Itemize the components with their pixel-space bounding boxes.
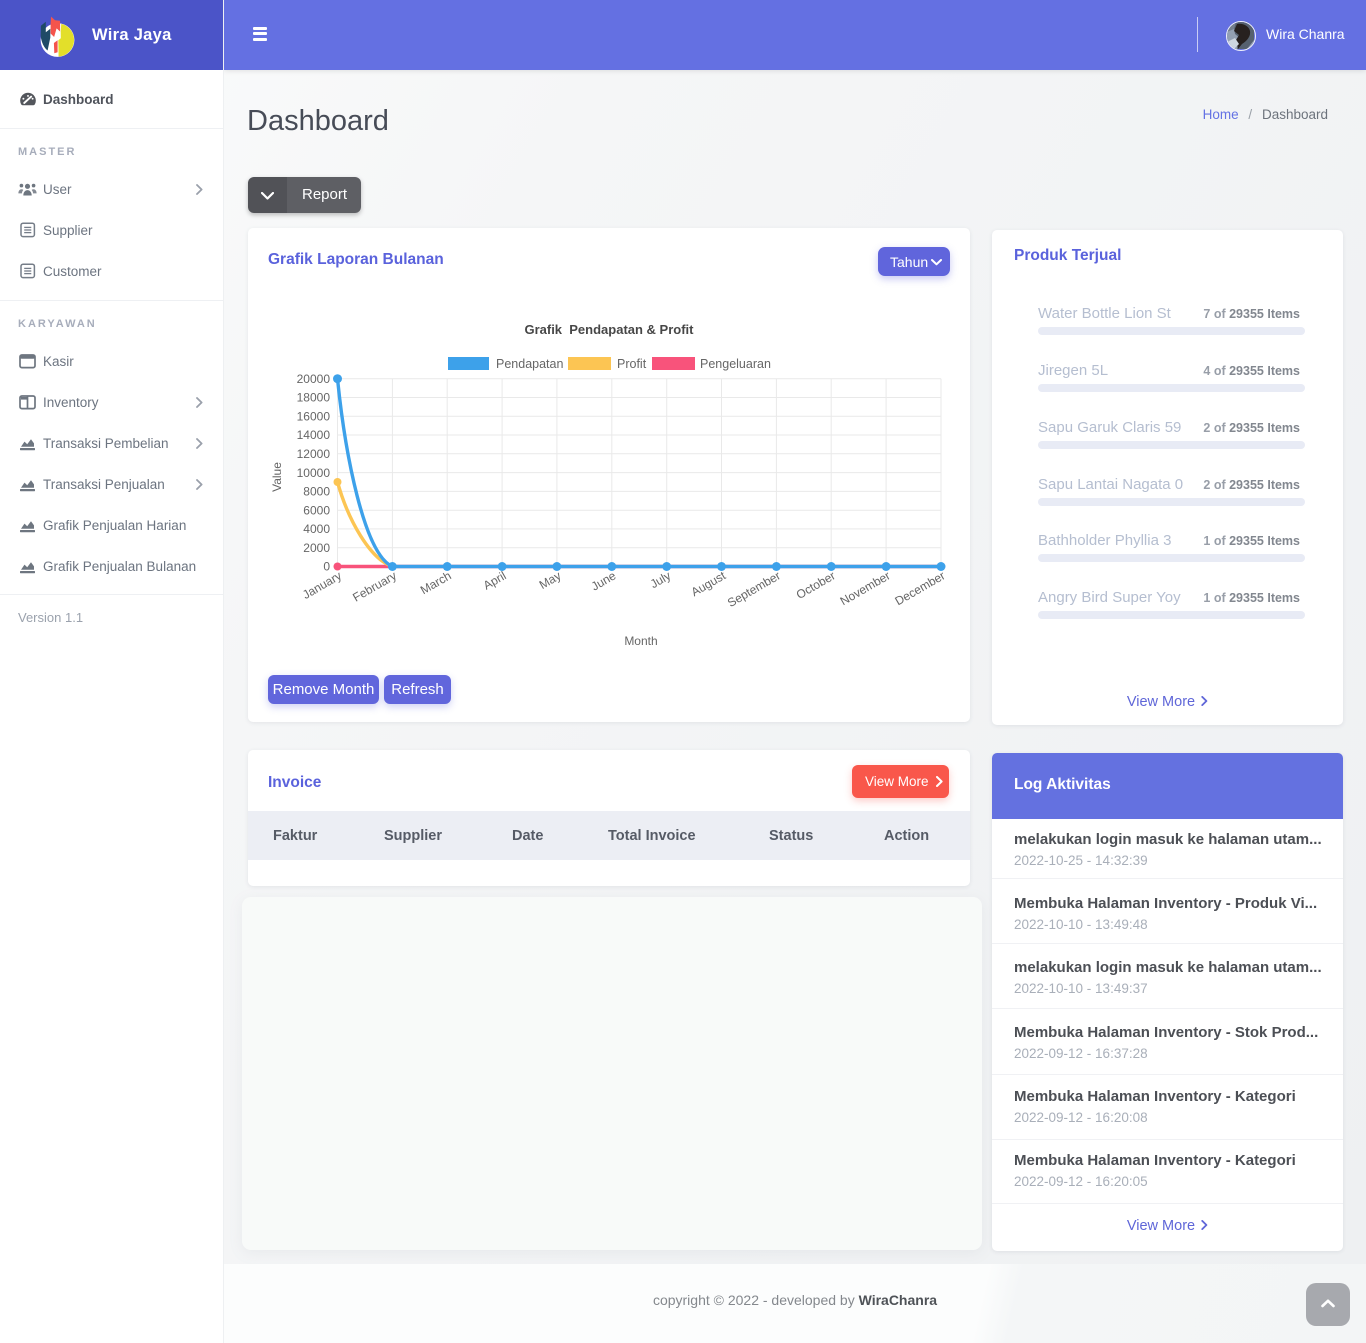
svg-text:November: November xyxy=(838,568,893,608)
svg-text:Profit: Profit xyxy=(617,357,647,371)
svg-text:September: September xyxy=(725,568,783,609)
svg-text:May: May xyxy=(537,568,564,591)
svg-text:20000: 20000 xyxy=(297,372,331,386)
svg-text:Pendapatan: Pendapatan xyxy=(496,357,563,371)
svg-text:August: August xyxy=(689,568,729,599)
svg-text:October: October xyxy=(794,568,838,601)
svg-text:June: June xyxy=(589,568,619,593)
svg-text:July: July xyxy=(648,568,673,591)
svg-text:8000: 8000 xyxy=(303,485,330,499)
svg-text:6000: 6000 xyxy=(303,503,330,517)
svg-text:12000: 12000 xyxy=(297,447,331,461)
svg-text:14000: 14000 xyxy=(297,428,331,442)
svg-text:Grafik Pendapatan & Profit: Grafik Pendapatan & Profit xyxy=(524,322,694,337)
svg-text:January: January xyxy=(300,568,344,601)
svg-text:April: April xyxy=(481,568,509,592)
svg-text:2000: 2000 xyxy=(303,541,330,555)
svg-text:December: December xyxy=(893,568,948,608)
svg-text:18000: 18000 xyxy=(297,391,331,405)
svg-text:10000: 10000 xyxy=(297,466,331,480)
svg-text:February: February xyxy=(350,568,399,604)
svg-text:Month: Month xyxy=(624,634,657,648)
svg-text:16000: 16000 xyxy=(297,410,331,424)
svg-text:Value: Value xyxy=(270,462,284,492)
svg-text:4000: 4000 xyxy=(303,522,330,536)
svg-text:0: 0 xyxy=(323,560,330,574)
svg-text:March: March xyxy=(418,568,454,597)
svg-text:Pengeluaran: Pengeluaran xyxy=(700,357,771,371)
